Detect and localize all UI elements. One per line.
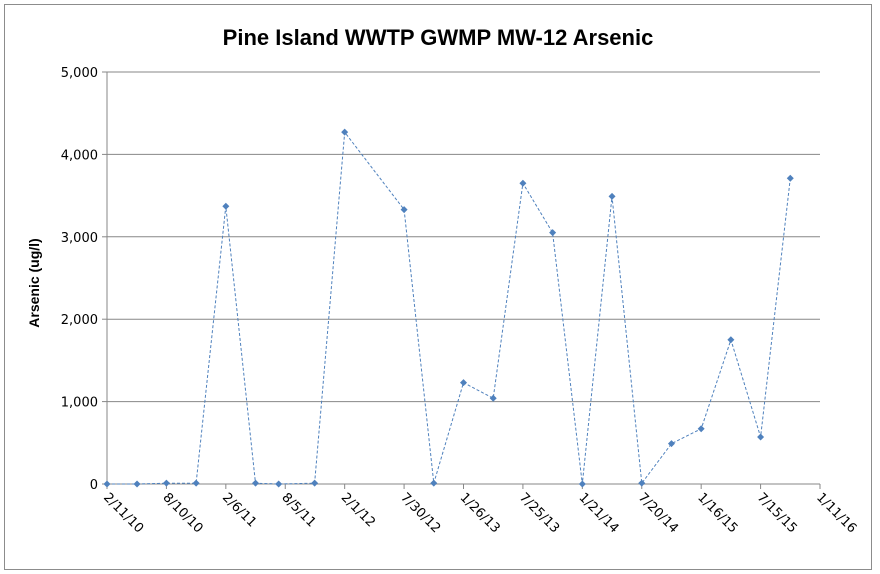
data-point [400, 206, 408, 214]
x-tick-label: 8/10/10 [160, 490, 206, 536]
data-point [697, 425, 705, 433]
data-point [341, 128, 349, 136]
line-chart: Pine Island WWTP GWMP MW-12 Arsenic Arse… [26, 25, 859, 536]
x-tick-label: 7/15/15 [754, 490, 800, 536]
data-point [222, 202, 230, 210]
data-point [786, 174, 794, 182]
y-tick-label: 4,000 [61, 148, 98, 163]
y-tick-labels: 0 1,000 2,000 3,000 4,000 5,000 [61, 66, 98, 493]
y-axis-label: Arsenic (ug/l) [26, 238, 42, 327]
data-point [133, 480, 141, 488]
data-point [608, 192, 616, 200]
x-tick-label: 7/25/13 [516, 490, 562, 536]
chart-title: Pine Island WWTP GWMP MW-12 Arsenic [223, 25, 654, 50]
gridlines [107, 71, 820, 403]
x-tick-label: 1/11/16 [813, 490, 859, 536]
x-tick-label: 7/30/12 [397, 490, 443, 536]
x-tick-label: 1/26/13 [457, 490, 503, 536]
data-point [578, 480, 586, 488]
series-arsenic [103, 128, 794, 488]
data-point [757, 433, 765, 441]
data-point [638, 479, 646, 487]
x-tick-label: 2/11/10 [100, 490, 146, 536]
x-tick-label: 1/21/14 [576, 490, 622, 536]
x-tick-label: 2/1/12 [338, 490, 378, 530]
y-tick-label: 5,000 [61, 66, 98, 81]
data-point [430, 479, 438, 487]
y-tick-label: 0 [90, 478, 98, 493]
chart-frame: Pine Island WWTP GWMP MW-12 Arsenic Arse… [4, 4, 872, 570]
data-point [103, 480, 111, 488]
data-point [727, 336, 735, 344]
data-point [275, 480, 283, 488]
data-point [460, 379, 467, 387]
y-tick-label: 3,000 [61, 231, 98, 246]
data-point [549, 229, 557, 237]
data-point [162, 479, 170, 487]
x-tick-label: 1/16/15 [694, 490, 740, 536]
x-tick-label: 8/5/11 [278, 490, 318, 530]
data-point [311, 479, 319, 487]
x-tick-labels: 2/11/10 8/10/10 2/6/11 8/5/11 2/1/12 7/30/12 1… [100, 490, 859, 536]
data-point [519, 179, 527, 187]
data-point [252, 479, 260, 487]
x-tick-label: 7/20/14 [635, 490, 681, 536]
series-line [107, 130, 791, 485]
data-point [667, 440, 675, 448]
y-tick-label: 2,000 [61, 313, 98, 328]
x-tick-label: 2/6/11 [219, 490, 259, 530]
axes [102, 71, 821, 489]
data-point [489, 394, 497, 402]
y-tick-label: 1,000 [61, 396, 98, 411]
data-point [192, 479, 200, 487]
